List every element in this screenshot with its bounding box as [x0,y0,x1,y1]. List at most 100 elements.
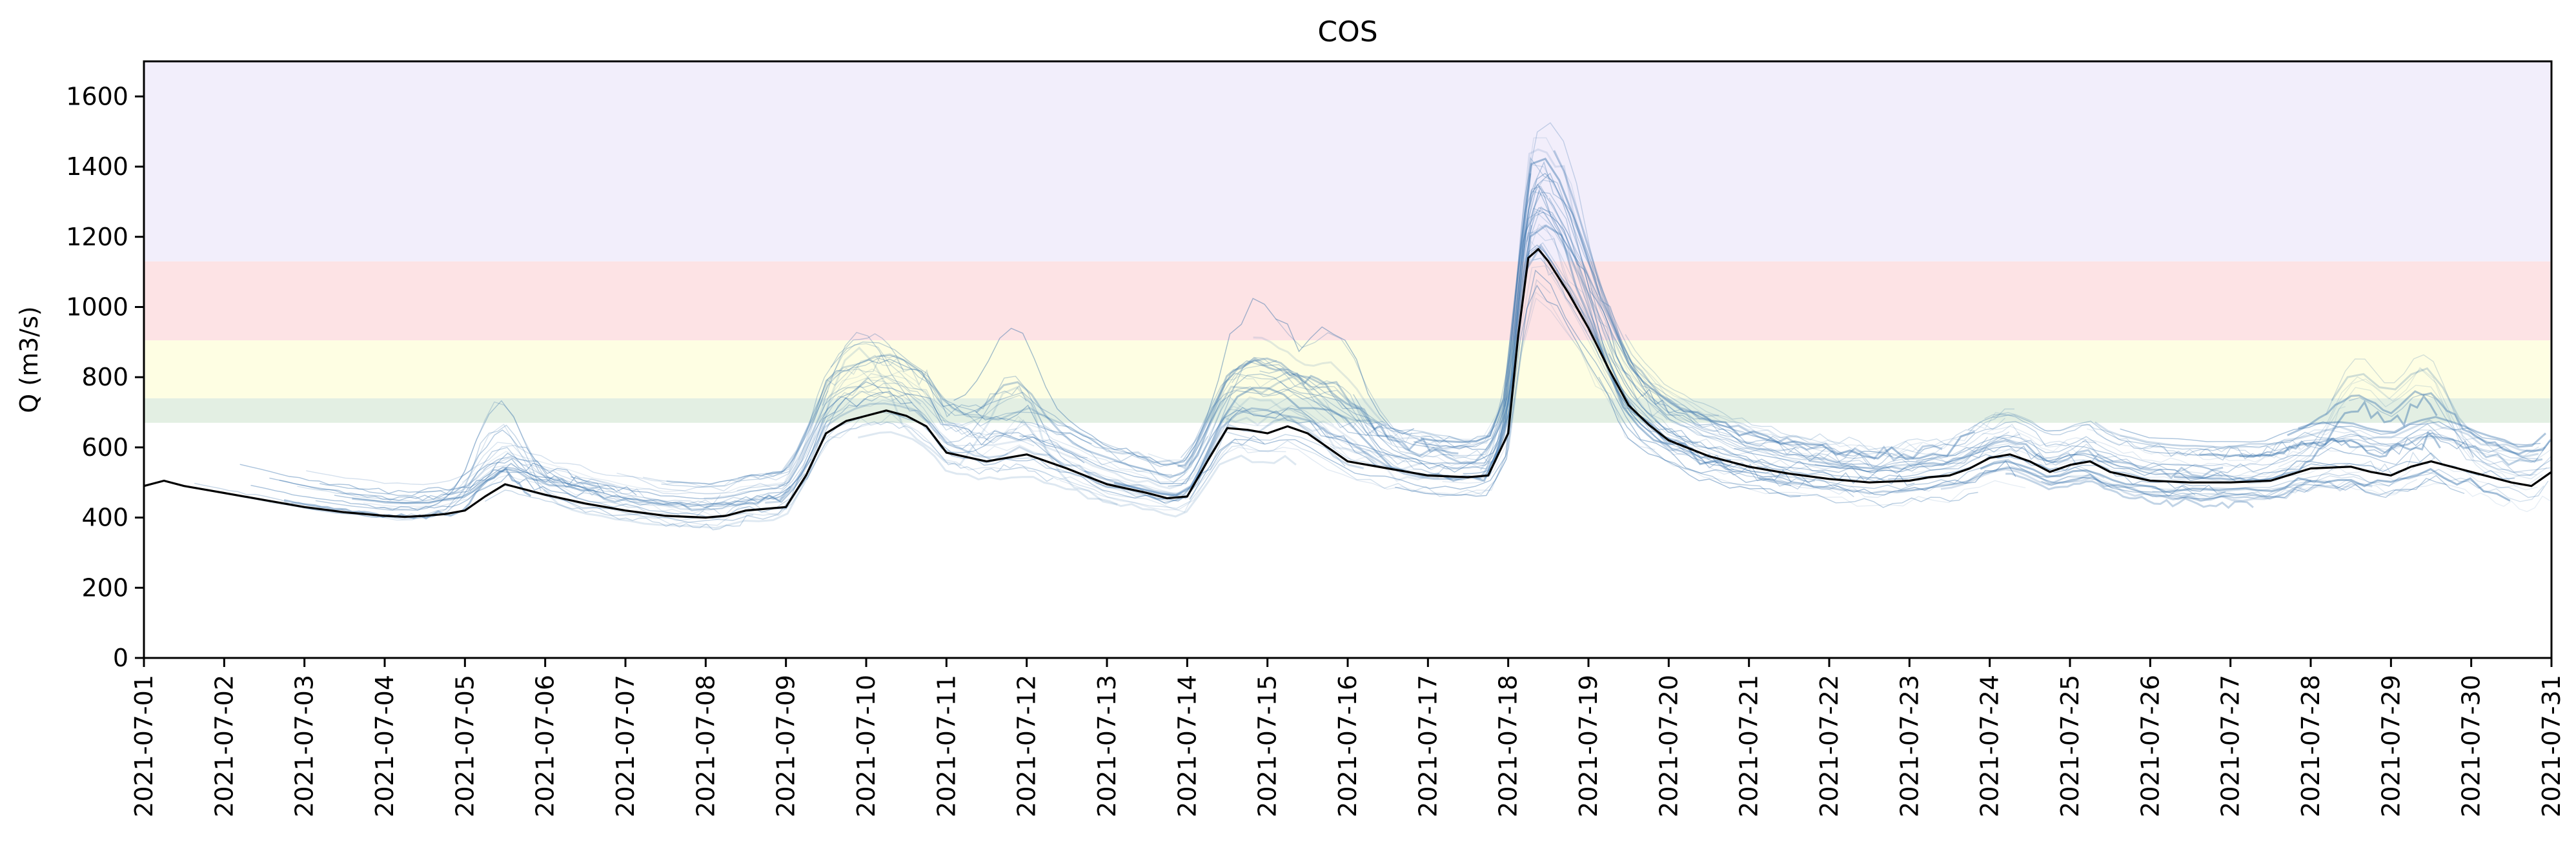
ensemble-trace [352,467,791,511]
ensemble-trace [1610,374,2016,496]
ensemble-trace [1188,189,1827,466]
ensemble-trace [806,421,1053,482]
ensemble-trace [2199,431,2441,458]
ensemble-trace [1232,186,1548,475]
ensemble-trace [1759,466,2312,502]
x-tick-label: 2021-07-15 [1253,675,1282,817]
x-tick-label: 2021-07-08 [691,675,720,817]
ensemble-trace [1984,412,2301,457]
ensemble-trace [1177,358,1459,467]
ensemble-trace [485,489,754,531]
ensemble-trace [1598,376,1978,508]
ensemble-trace [319,458,605,497]
ensemble-trace [1625,334,2014,451]
chart-title: COS [1317,15,1377,48]
ensemble-trace [1019,225,1532,484]
ensemble-trace [469,391,912,506]
x-axis: 2021-07-01 2021-07-02 2021-07-03 2021-07-04… [130,658,2566,817]
ensemble-trace [1113,224,1731,497]
ensemble-trace [2287,390,2552,455]
x-tick-label: 2021-07-17 [1414,675,1442,817]
ensemble-trace [1044,223,1627,483]
y-tick-label: 0 [113,644,128,672]
ensemble-trace [1993,415,2290,461]
ensemble-trace [2086,406,2346,463]
y-axis: 0 200 400 600 800 1000 1200 1400 1600 [66,82,144,672]
x-tick-label: 2021-07-06 [531,675,560,817]
ensemble-trace [2082,429,2551,473]
ensemble-trace [997,279,1551,509]
ensemble-trace [747,411,1346,511]
ensemble-trace [168,424,778,526]
y-tick-label: 1000 [66,292,128,321]
ensemble-trace [822,332,1277,500]
x-tick-label: 2021-07-21 [1735,675,1763,817]
ensemble-trace [1503,185,1870,467]
y-tick-label: 200 [81,573,128,602]
ensemble-trace [2041,476,2447,500]
ensemble-trace [1503,210,2118,469]
ensemble-trace [2106,367,2543,487]
ensemble-trace [2349,393,2551,476]
ensemble-trace [1533,208,1989,475]
ensemble-trace [297,467,691,510]
ensemble-trace [2298,416,2547,448]
ensemble-trace [250,473,585,511]
ensemble-trace [1590,287,2020,468]
ensemble-trace [2174,394,2438,482]
y-tick-label: 1400 [66,152,128,181]
ensemble-trace [2094,419,2546,453]
ensemble-trace [387,365,940,508]
ensemble-trace [1084,243,1694,497]
ensemble-trace [1916,435,2435,473]
ensemble-trace [2120,425,2539,456]
ensemble-trace [830,341,1471,467]
ensemble-trace [1259,161,1639,444]
ensemble-trace [1967,414,2551,463]
threshold-bands [144,61,2551,423]
ensemble-trace [2263,432,2539,460]
ensemble-trace [1548,198,1909,469]
ensemble-trace [2010,465,2418,500]
ensemble-trace [661,357,1172,488]
x-tick-label: 2021-07-07 [611,675,640,817]
ensemble-trace [928,407,1378,504]
ensemble-trace [2278,483,2551,513]
y-tick-label: 1600 [66,82,128,110]
ensemble-trace [2209,469,2549,498]
ensemble-trace [1442,265,1955,498]
x-tick-label: 2021-07-16 [1334,675,1362,817]
ensemble-trace [400,391,1035,508]
ensemble-forecast-traces [168,122,2552,531]
x-tick-label: 2021-07-30 [2457,675,2486,817]
ensemble-trace [570,381,1085,500]
ensemble-trace [1421,137,1922,455]
ensemble-trace [1532,258,1854,498]
ensemble-trace [1888,455,2226,494]
y-tick-label: 400 [81,504,128,532]
ensemble-trace [1293,224,1883,481]
ensemble-trace [483,373,1038,495]
ensemble-trace [2325,354,2551,477]
ensemble-trace [380,401,762,518]
ensemble-trace [798,374,1334,483]
x-tick-label: 2021-07-18 [1494,675,1523,817]
ensemble-trace [2143,432,2474,458]
ensemble-trace [2333,438,2551,462]
ensemble-trace [983,415,1423,489]
ensemble-trace [239,453,637,496]
ensemble-trace [363,474,750,517]
x-tick-label: 2021-07-01 [130,675,158,817]
x-tick-label: 2021-07-04 [370,675,399,817]
x-tick-label: 2021-07-29 [2377,675,2405,817]
ensemble-trace [1553,150,1943,462]
ensemble-trace [1659,436,2196,497]
y-tick-label: 800 [81,363,128,391]
ensemble-trace [1189,269,1792,500]
ensemble-trace [1675,417,2223,477]
ensemble-trace [1911,449,2393,484]
ensemble-trace [1982,425,2359,467]
x-tick-label: 2021-07-13 [1093,675,1121,817]
ensemble-trace [1689,411,2069,458]
